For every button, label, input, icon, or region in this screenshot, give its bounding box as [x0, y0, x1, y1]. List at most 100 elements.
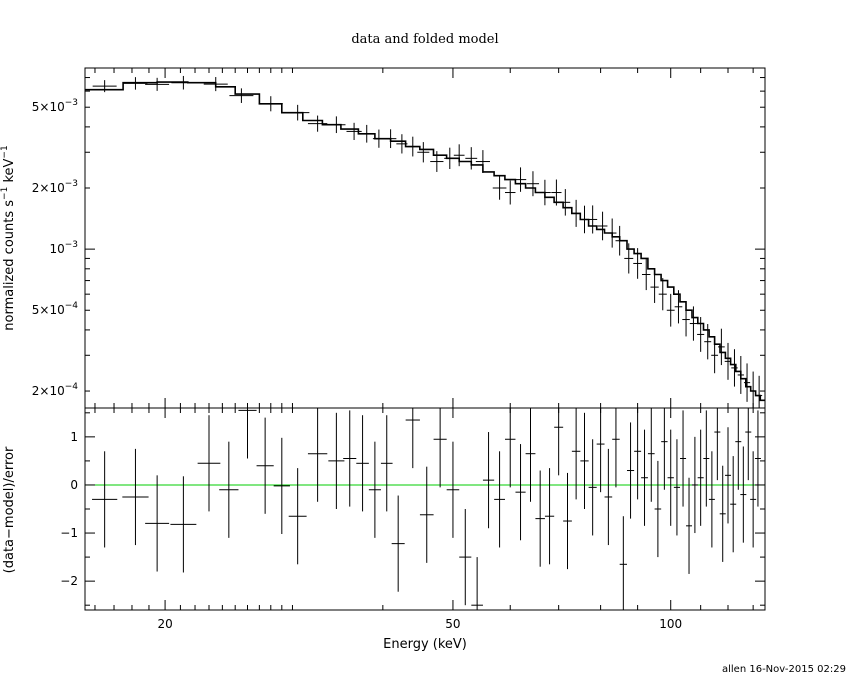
residual-point: [433, 408, 447, 488]
data-point: [504, 180, 516, 205]
residual-point: [619, 516, 627, 610]
residual-point: [719, 465, 726, 562]
residual-point: [724, 427, 731, 524]
residual-point: [170, 476, 197, 573]
data-point: [384, 129, 397, 149]
residual-point: [356, 415, 369, 512]
ylabel-sup1: −1: [0, 187, 10, 200]
data-series: [92, 75, 763, 408]
residual-point: [588, 439, 597, 536]
residual-point: [686, 477, 693, 574]
ytick-label: 0: [70, 478, 78, 492]
data-point: [737, 355, 744, 394]
data-point: [588, 205, 598, 234]
top-ticks: [85, 68, 765, 408]
data-point: [372, 129, 385, 148]
data-point: [624, 243, 634, 274]
residual-point: [446, 441, 460, 538]
residual-point: [750, 451, 757, 548]
bottom-ylabel: (data−model)/error: [2, 446, 17, 573]
residual-point: [256, 417, 274, 514]
data-point: [571, 199, 581, 227]
residual-point: [708, 451, 715, 548]
data-point: [689, 306, 698, 341]
residual-point: [544, 468, 555, 565]
residual-point: [634, 408, 642, 500]
residual-point: [554, 408, 564, 476]
data-point: [551, 179, 562, 206]
data-point: [396, 134, 408, 154]
residual-point: [219, 441, 239, 538]
residual-point: [626, 422, 635, 519]
residual-point: [482, 432, 495, 529]
data-point: [731, 349, 738, 387]
data-point: [307, 115, 328, 132]
data-point: [682, 302, 690, 337]
data-point: [92, 80, 117, 93]
data-point: [229, 88, 254, 103]
residual-point: [735, 408, 742, 490]
data-point: [285, 104, 310, 121]
data-point: [756, 375, 763, 408]
data-point: [615, 225, 624, 256]
residual-point: [563, 472, 572, 570]
residual-point: [419, 466, 434, 563]
xtick-label: 100: [659, 617, 682, 631]
residual-point: [238, 408, 257, 459]
residual-point: [571, 408, 581, 500]
ytick-label: 2×10−4: [32, 382, 79, 398]
data-point: [327, 116, 346, 134]
data-point: [453, 144, 465, 167]
residual-point: [525, 408, 536, 502]
residual-point: [667, 429, 674, 526]
residual-point: [691, 436, 698, 534]
bottom-panel: 1 0 −1 −2 20 50 100 (data−model)/error Energy…: [2, 407, 766, 652]
ytick-label: −2: [60, 574, 78, 588]
data-point: [465, 147, 478, 170]
data-point: [417, 142, 430, 163]
data-point: [526, 171, 540, 197]
residual-point: [197, 415, 221, 512]
ytick-label: 5×10−3: [32, 98, 78, 114]
data-point: [597, 211, 608, 241]
data-point: [607, 218, 617, 248]
footer-timestamp: allen 16-Nov-2015 02:29: [722, 664, 846, 675]
residual-point: [459, 509, 472, 606]
data-point: [203, 77, 228, 92]
residual-point: [647, 408, 655, 502]
data-point: [750, 371, 757, 408]
data-point: [658, 278, 667, 311]
data-point: [674, 290, 683, 324]
ytick-label: 1: [70, 430, 78, 444]
residual-point: [471, 557, 483, 610]
bottom-ytick-labels: 1 0 −1 −2: [60, 430, 78, 588]
data-point: [346, 122, 362, 141]
residual-point: [714, 408, 721, 481]
residual-point: [328, 412, 345, 509]
data-point: [360, 124, 373, 143]
residual-series: [92, 408, 761, 610]
residual-point: [122, 448, 149, 546]
data-point: [171, 75, 196, 90]
top-ylabel: normalized counts s−1 keV−1: [0, 145, 17, 330]
data-point: [697, 317, 705, 352]
data-point: [743, 363, 751, 402]
xtick-labels: 20 50 100: [157, 617, 682, 631]
ytick-label: −1: [60, 526, 78, 540]
residual-point: [612, 408, 620, 488]
residual-point: [504, 408, 516, 488]
bottom-ticks: [85, 408, 765, 610]
residual-point: [661, 408, 668, 490]
residual-point: [730, 456, 737, 553]
chart-title: data and folded model: [351, 32, 498, 47]
residual-point: [307, 408, 328, 502]
data-point: [258, 96, 283, 112]
residual-point: [405, 408, 420, 469]
residual-point: [673, 439, 681, 536]
data-point: [539, 179, 551, 206]
residual-point: [368, 441, 381, 538]
residual-point: [288, 468, 307, 565]
residual-point: [745, 408, 752, 481]
residual-point: [515, 444, 526, 541]
residual-point: [391, 495, 405, 592]
